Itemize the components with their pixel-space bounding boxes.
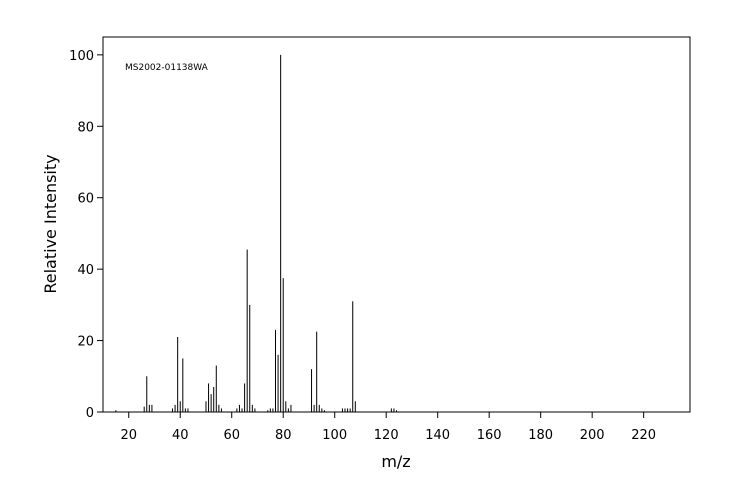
- x-tick-label: 140: [425, 428, 450, 443]
- y-tick-label: 80: [77, 120, 94, 135]
- x-tick-label: 100: [322, 428, 347, 443]
- x-tick-label: 80: [275, 428, 292, 443]
- x-tick-label: 120: [374, 428, 399, 443]
- x-tick-label: 180: [528, 428, 553, 443]
- x-tick-label: 40: [172, 428, 189, 443]
- annotation: MS2002-01138WA: [125, 63, 209, 73]
- y-tick-label: 0: [86, 406, 94, 421]
- y-tick-label: 40: [77, 263, 94, 278]
- y-axis-label: Relative Intensity: [41, 154, 60, 293]
- plot-frame: [102, 36, 691, 413]
- x-tick-label: 220: [631, 428, 656, 443]
- x-tick-label: 200: [580, 428, 605, 443]
- x-tick-label: 160: [477, 428, 502, 443]
- y-tick-label: 60: [77, 192, 94, 207]
- x-tick-label: 60: [223, 428, 240, 443]
- x-tick-label: 20: [120, 428, 137, 443]
- y-tick-label: 20: [77, 335, 94, 350]
- y-tick-label: 100: [69, 49, 94, 64]
- x-axis-label: m/z: [381, 452, 410, 471]
